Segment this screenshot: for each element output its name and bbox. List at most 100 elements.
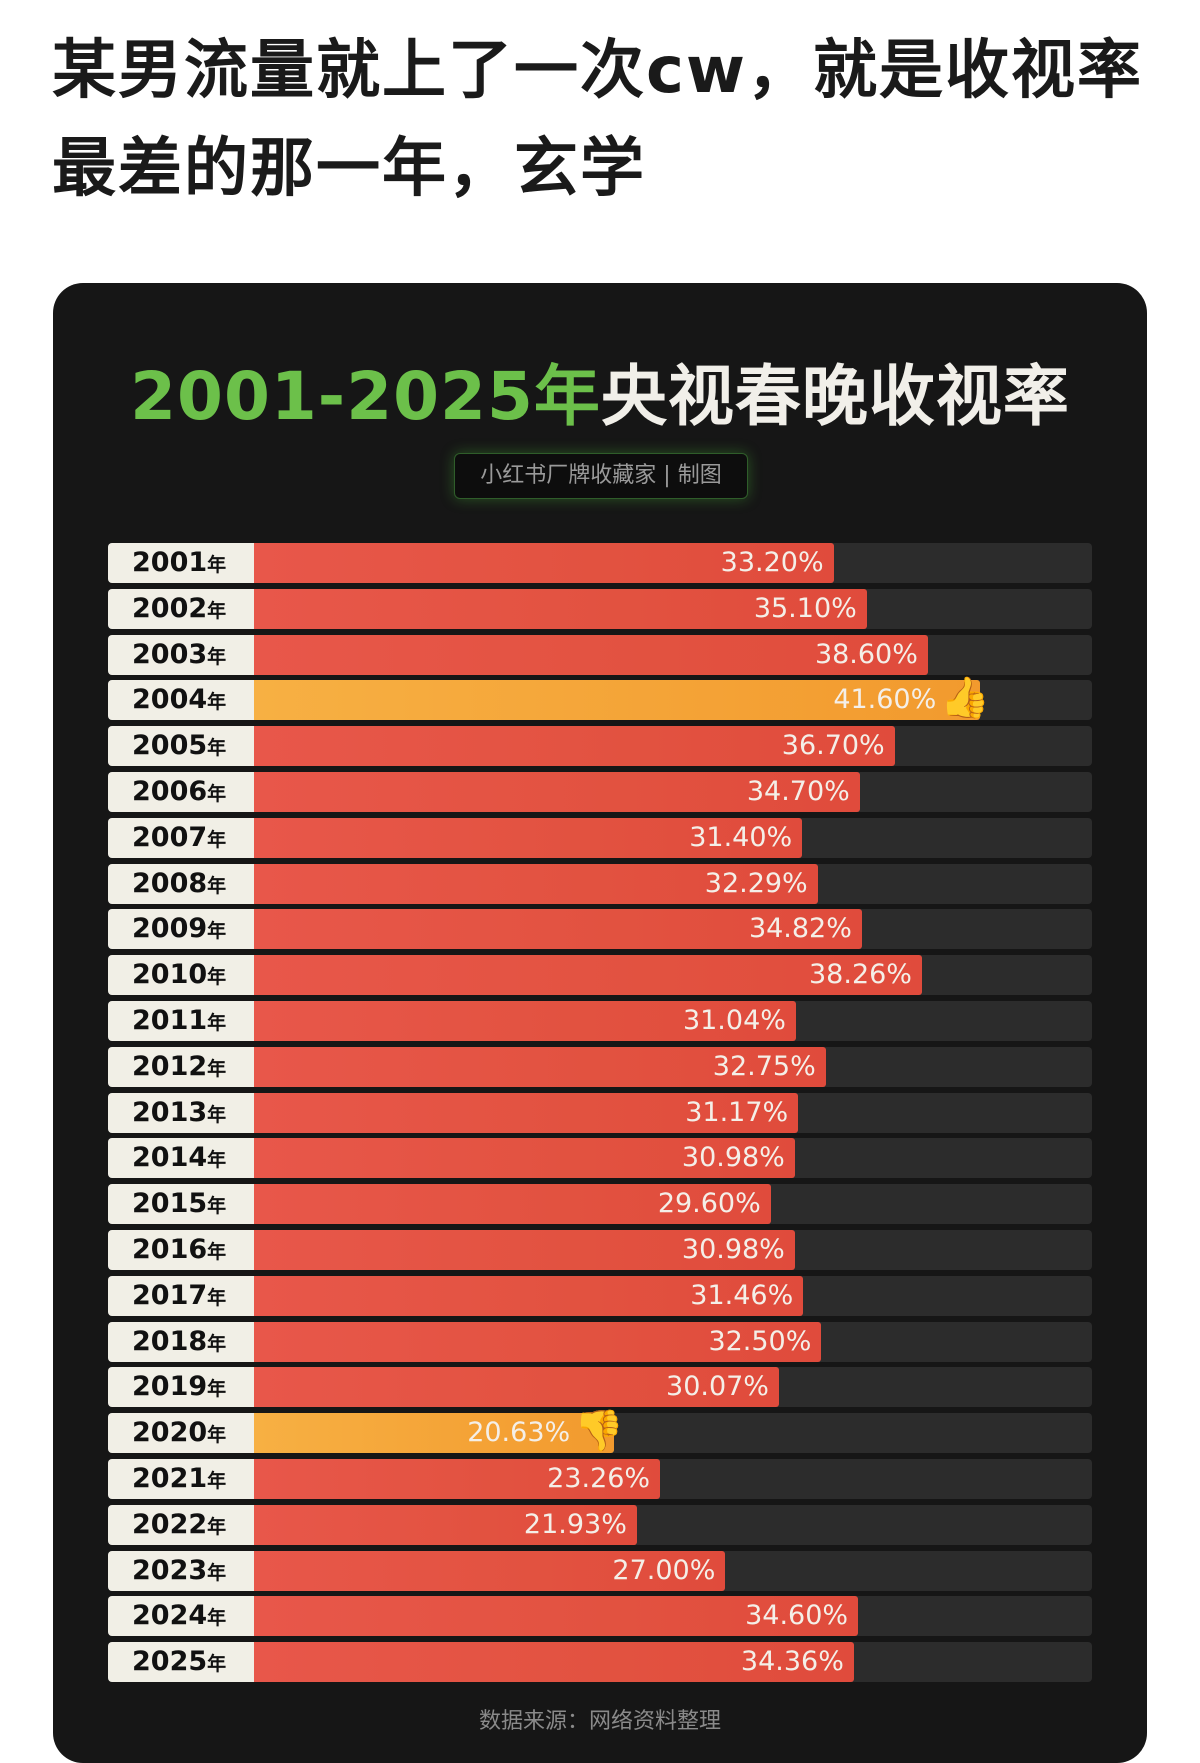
data-label: 21.93%	[523, 1508, 627, 1540]
year-label: 2003年	[108, 634, 254, 675]
year-number: 2001	[132, 547, 208, 578]
year-suffix: 年	[207, 1470, 227, 1492]
year-label: 2015年	[108, 1184, 254, 1225]
bar-row-2006: 2006年 34.70%	[108, 772, 1092, 812]
bar-row-2009: 2009年 34.82%	[108, 909, 1092, 950]
bar: 36.70%	[254, 726, 895, 767]
bar-row-2012: 2012年 32.75%	[108, 1046, 1092, 1087]
data-label: 31.40%	[689, 821, 793, 853]
bar: 23.26%	[254, 1459, 661, 1499]
bar-row-2002: 2002年 35.10%	[108, 588, 1092, 629]
year-label: 2019年	[108, 1367, 254, 1408]
data-label: 34.70%	[746, 776, 850, 807]
year-label: 2016年	[108, 1230, 254, 1270]
bar-row-2024: 2024年 34.60%	[108, 1596, 1092, 1637]
year-label: 2007年	[108, 817, 254, 858]
year-label: 2012年	[108, 1046, 254, 1087]
data-label: 29.60%	[657, 1188, 761, 1220]
bar: 33.20%	[254, 543, 834, 583]
data-label: 32.50%	[708, 1325, 812, 1357]
data-label: 36.70%	[781, 730, 885, 762]
year-suffix: 年	[207, 1286, 227, 1309]
year-label: 2001年	[108, 543, 254, 583]
chart-title: 2001-2025年央视春晚收视率	[53, 343, 1147, 439]
year-number: 2004	[132, 684, 208, 716]
year-suffix: 年	[207, 966, 227, 989]
year-suffix: 年	[207, 920, 227, 943]
bar: 31.04%	[254, 1001, 796, 1041]
year-label: 2014年	[108, 1138, 254, 1179]
bar: 30.98%	[254, 1230, 795, 1270]
year-label: 2020年	[108, 1413, 254, 1454]
bar-row-2005: 2005年 36.70%	[108, 726, 1092, 767]
year-number: 2017	[132, 1279, 208, 1311]
year-label: 2025年	[108, 1642, 254, 1683]
year-suffix: 年	[207, 1012, 227, 1034]
data-label: 34.60%	[745, 1600, 849, 1632]
bar-row-2004: 2004年 41.60% 👍	[108, 676, 1092, 721]
year-suffix: 年	[207, 828, 227, 851]
data-label: 34.36%	[740, 1646, 844, 1678]
year-label: 2011年	[108, 1001, 254, 1041]
chart-subtitle-badge: 小红书厂牌收藏家 | 制图	[454, 453, 748, 499]
data-label: 31.46%	[690, 1279, 794, 1311]
year-number: 2009	[132, 913, 208, 945]
year-number: 2010	[132, 959, 208, 991]
thumbs-up-icon: 👍	[940, 675, 991, 722]
year-number: 2011	[132, 1005, 208, 1036]
bar-row-2008: 2008年 32.29%	[108, 863, 1092, 904]
data-label: 30.07%	[666, 1371, 769, 1403]
year-number: 2025	[132, 1646, 208, 1678]
chart-title-text: 央视春晚收视率	[600, 358, 1070, 435]
data-label: 27.00%	[612, 1554, 716, 1586]
year-label: 2022年	[108, 1504, 254, 1545]
year-suffix: 年	[207, 1424, 227, 1447]
bar: 32.29%	[254, 863, 818, 904]
bar: 31.17%	[254, 1092, 799, 1133]
bar: 38.26%	[254, 955, 922, 996]
bar: 30.07%	[254, 1367, 779, 1408]
year-suffix: 年	[207, 1195, 227, 1218]
data-label: 31.17%	[685, 1096, 789, 1128]
year-number: 2007	[132, 821, 208, 853]
year-label: 2009年	[108, 909, 254, 950]
chart-source: 数据来源：网络资料整理	[478, 1709, 721, 1734]
bar: 41.60%	[254, 680, 981, 721]
data-label: 20.63%	[467, 1417, 571, 1449]
data-label: 38.26%	[809, 959, 912, 991]
bar: 29.60%	[254, 1184, 771, 1225]
bar: 31.46%	[254, 1275, 804, 1316]
year-label: 2017年	[108, 1275, 254, 1316]
data-label: 38.60%	[814, 638, 918, 670]
year-label: 2023年	[108, 1550, 254, 1591]
bar-row-2007: 2007年 31.40%	[108, 817, 1092, 858]
year-number: 2003	[132, 638, 208, 670]
bar-row-2016: 2016年 30.98%	[108, 1230, 1092, 1270]
bar-row-2023: 2023年 27.00%	[108, 1550, 1092, 1591]
bar-row-2021: 2021年 23.26%	[108, 1459, 1092, 1499]
year-suffix: 年	[207, 783, 227, 805]
year-number: 2016	[132, 1234, 208, 1265]
bar-row-2014: 2014年 30.98%	[108, 1138, 1092, 1179]
bar: 30.98%	[254, 1138, 795, 1179]
bar: 27.00%	[254, 1550, 726, 1591]
year-label: 2005年	[108, 726, 254, 767]
year-suffix: 年	[207, 691, 227, 714]
bar-row-2020: 2020年 20.63% 👎	[108, 1409, 1092, 1454]
bar-row-2013: 2013年 31.17%	[108, 1092, 1092, 1133]
bar-row-2015: 2015年 29.60%	[108, 1184, 1092, 1225]
year-number: 2002	[132, 592, 208, 624]
year-label: 2004年	[108, 680, 254, 721]
year-suffix: 年	[207, 1378, 227, 1401]
data-label: 30.98%	[681, 1142, 785, 1174]
year-label: 2021年	[108, 1459, 254, 1499]
data-label: 35.10%	[753, 592, 857, 624]
bar: 21.93%	[254, 1504, 637, 1545]
bar-row-2001: 2001年 33.20%	[108, 543, 1092, 583]
bar: 34.70%	[254, 772, 860, 812]
post-title: 某男流量就上了一次cw，就是收视率最差的那一年，玄学	[52, 34, 1144, 206]
year-label: 2002年	[108, 588, 254, 629]
year-suffix: 年	[207, 1149, 227, 1172]
year-number: 2022	[132, 1508, 208, 1540]
bar-row-2010: 2010年 38.26%	[108, 955, 1092, 996]
